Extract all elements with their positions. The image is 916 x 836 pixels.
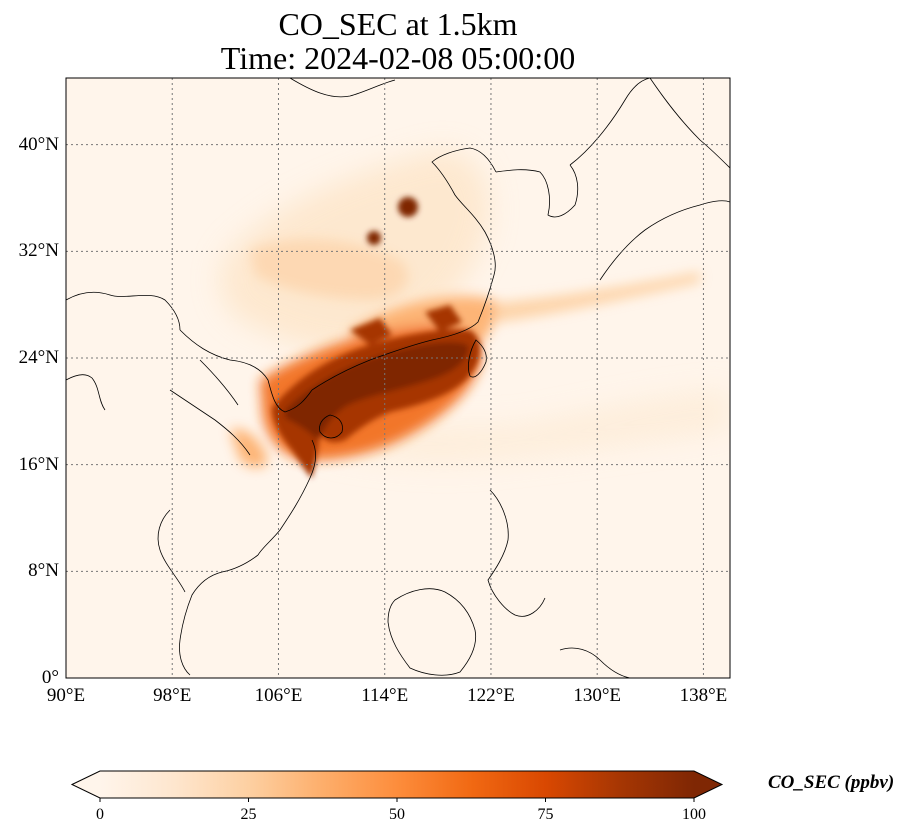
lon-tick-label: 130°E [573, 685, 622, 706]
colorbar-extend-min [72, 771, 100, 798]
map-subtitle-time: Time: 2024-02-08 05:00:00 [220, 40, 576, 76]
lon-tick-label: 138°E [679, 685, 728, 706]
lon-tick-label: 114°E [361, 685, 409, 706]
lat-tick-label: 8°N [28, 560, 59, 582]
map-gridlines [66, 78, 730, 678]
colorbar-tick-label: 0 [96, 806, 104, 823]
map-plot-area [66, 78, 730, 678]
colorbar-tick-label: 100 [682, 806, 706, 823]
coastlines [66, 78, 730, 678]
colorbar-tick-label: 25 [240, 806, 257, 823]
map-frame [65, 77, 731, 679]
colorbar-extend-max [694, 771, 722, 798]
co-concentration-field [219, 150, 730, 478]
lon-tick-label: 90°E [46, 685, 86, 706]
lat-tick-label: 16°N [18, 453, 59, 475]
colorbar-tick-label: 75 [537, 806, 554, 823]
lat-tick-label: 32°N [18, 240, 59, 262]
colorbar-gradient [100, 771, 694, 798]
lon-tick-label: 106°E [254, 685, 303, 706]
lon-tick-label: 98°E [153, 685, 192, 706]
lon-tick-label: 122°E [467, 685, 515, 706]
lat-tick-label: 24°N [18, 347, 59, 368]
colorbar-label: CO_SEC (ppbv) [768, 772, 895, 793]
colorbar [70, 770, 724, 802]
lat-tick-label: 40°N [18, 133, 59, 155]
colorbar-tick-label: 50 [389, 806, 405, 823]
lat-tick-label: 0° [41, 667, 59, 688]
map-title: CO_SEC at 1.5km [278, 6, 518, 42]
